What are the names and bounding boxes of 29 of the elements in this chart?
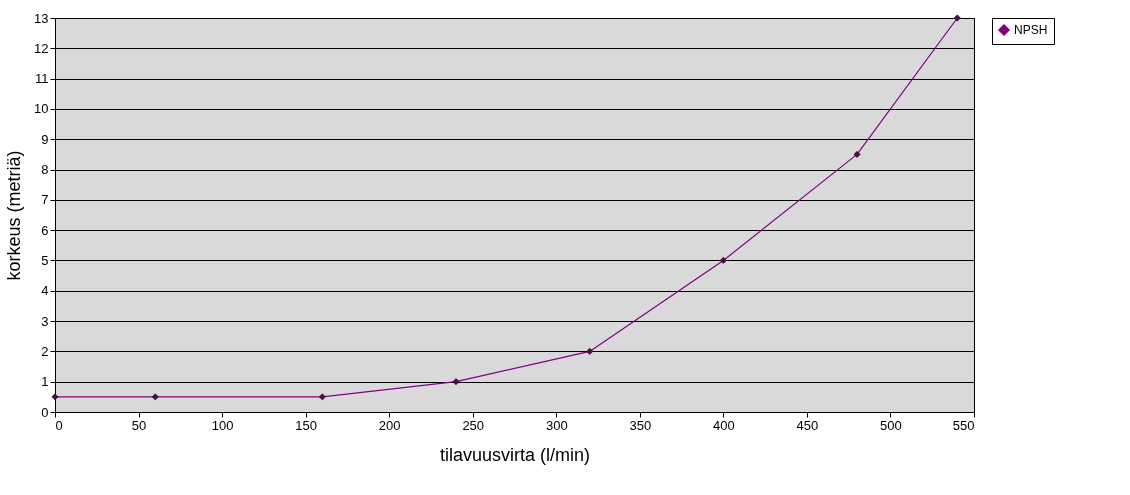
x-tick-label: 550 (952, 417, 975, 433)
x-tick-label: 0 (55, 417, 63, 433)
y-tick-label: 10 (34, 101, 49, 117)
y-tick-label: 2 (41, 343, 49, 359)
y-tick-label: 11 (35, 71, 49, 87)
y-tick-label: 0 (41, 404, 49, 420)
x-tick-label: 450 (796, 417, 819, 433)
y-tick-label: 13 (34, 10, 49, 26)
y-tick-label: 12 (34, 40, 49, 56)
x-tick-label: 300 (545, 417, 568, 433)
y-tick-label: 7 (41, 192, 49, 208)
x-axis-title: tilavuusvirta (l/min) (439, 444, 591, 465)
y-tick-label: 6 (41, 222, 49, 238)
x-tick-label: 400 (713, 417, 735, 433)
x-tick-label: 350 (629, 417, 652, 433)
y-tick-label: 4 (41, 283, 49, 299)
x-tick-label: 250 (462, 417, 485, 433)
y-tick-label: 3 (41, 313, 49, 329)
legend-label: NPSH (1014, 23, 1048, 37)
y-tick-label: 8 (41, 162, 49, 178)
x-tick-label: 100 (211, 417, 234, 433)
x-tick-label: 150 (295, 417, 317, 433)
y-axis-title: korkeus (metriä) (4, 150, 25, 281)
y-tick-label: 9 (41, 131, 49, 147)
x-tick-label: 200 (378, 417, 401, 433)
x-tick-label: 500 (880, 417, 902, 433)
y-tick-label: 1 (41, 374, 49, 390)
x-tick-label: 50 (131, 417, 147, 433)
y-tick-label: 5 (41, 252, 49, 268)
